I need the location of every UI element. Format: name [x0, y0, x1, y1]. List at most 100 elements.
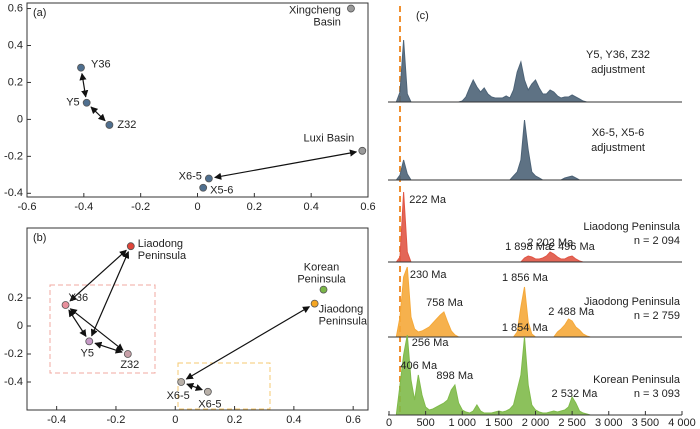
point-label: X6-5 — [198, 399, 221, 411]
point-label: Korean — [304, 262, 339, 274]
point — [319, 285, 328, 294]
peak-label: 758 Ma — [426, 297, 464, 309]
arrow — [214, 149, 358, 180]
x-tick-label: 1 500 — [485, 417, 513, 429]
point-label: Y5 — [81, 347, 94, 359]
x-tick-label: 0.4 — [304, 201, 319, 213]
x-tick-label: 1 000 — [448, 417, 476, 429]
y-tick-label: 0.4 — [8, 39, 23, 51]
point — [177, 378, 186, 386]
point-label: X6-5 — [167, 390, 190, 402]
point-label: Z32 — [120, 359, 139, 371]
y-tick-label: -0.4 — [4, 376, 23, 388]
arrow — [186, 382, 203, 391]
x-tick-label: 0.6 — [360, 201, 375, 213]
peak-label: 2 496 Ma — [549, 241, 596, 253]
point-label: Z32 — [117, 119, 136, 131]
x-tick-label: 2 500 — [558, 417, 586, 429]
point-label: Xingcheng — [289, 4, 341, 16]
y-tick-label: 0 — [17, 320, 23, 332]
x-tick-label: -0.2 — [106, 414, 125, 426]
point — [85, 337, 94, 346]
point — [105, 121, 114, 129]
y-tick-label: 0.2 — [8, 292, 23, 304]
peak-label: 406 Ma — [400, 360, 438, 372]
series-name: Jiaodong Peninsula — [584, 296, 681, 308]
x-tick-label: 0 — [194, 201, 200, 213]
x-tick-label: 0.2 — [227, 414, 242, 426]
x-tick-label: -0.4 — [47, 414, 66, 426]
point-label: Y36 — [91, 59, 111, 71]
y-tick-label: -0.2 — [4, 150, 23, 162]
sample-size: n = 2 094 — [634, 235, 680, 247]
point-label: Liaodong — [138, 238, 183, 250]
x-tick-label: -0.4 — [74, 201, 93, 213]
x-tick-label: 3 500 — [632, 417, 660, 429]
series-name: adjustment — [591, 142, 645, 154]
sample-size: n = 3 093 — [634, 388, 680, 400]
x-tick-label: 0 — [172, 414, 178, 426]
point-label: Peninsula — [319, 316, 368, 328]
density-area — [389, 334, 609, 416]
peak-label: 2 488 Ma — [548, 306, 595, 318]
point — [347, 4, 355, 13]
point — [204, 174, 213, 183]
group-box — [177, 362, 271, 410]
y-tick-label: -0.2 — [4, 348, 23, 360]
peak-label: 230 Ma — [410, 269, 448, 281]
arrow — [185, 306, 311, 380]
point-label: X6-5 — [179, 170, 202, 182]
y-tick-label: 0.6 — [8, 2, 23, 14]
point-label: Peninsula — [297, 274, 346, 286]
x-tick-label: 4 000 — [668, 417, 696, 429]
arrow — [79, 72, 89, 98]
density-area — [389, 119, 609, 181]
x-tick-label: 2 000 — [522, 417, 550, 429]
x-tick-label: 3 000 — [595, 417, 623, 429]
point-label: Luxi Basin — [304, 133, 355, 145]
y-tick-label: 0 — [17, 113, 23, 125]
y-tick-label: 0.2 — [8, 76, 23, 88]
peak-label: 222 Ma — [409, 194, 447, 206]
y-tick-label: -0.4 — [4, 187, 23, 199]
point-label: X5-6 — [210, 185, 233, 197]
panel-label: (c) — [416, 10, 429, 22]
peak-label: 1 854 Ma — [502, 322, 549, 334]
arrow — [90, 106, 106, 122]
x-tick-label: 0 — [386, 417, 392, 429]
point — [77, 63, 85, 72]
x-tick-label: 500 — [416, 417, 434, 429]
series-name: X6-5, X5-6 — [592, 127, 645, 139]
x-tick-label: -0.6 — [18, 201, 37, 213]
series-name: Liaodong Peninsula — [583, 221, 681, 233]
peak-label: 2 202 Ma — [527, 237, 574, 249]
series-name: Y5, Y36, Z32 — [586, 49, 650, 61]
panel-b-frame — [26, 227, 369, 411]
point-label: Y36 — [69, 292, 89, 304]
x-tick-label: 0.2 — [247, 201, 262, 213]
point-label: Jiaodong — [319, 304, 364, 316]
peak-label: 1 898 Ma — [505, 241, 552, 253]
point — [199, 183, 208, 192]
point — [358, 146, 367, 155]
point — [310, 299, 319, 308]
peak-label: 256 Ma — [412, 337, 450, 349]
series-name: Korean Peninsula — [593, 374, 681, 386]
point — [82, 98, 91, 107]
point — [123, 350, 132, 358]
peak-label: 898 Ma — [436, 370, 474, 382]
series-name: adjustment — [591, 64, 645, 76]
density-area — [389, 39, 609, 103]
point — [61, 301, 70, 309]
arrow — [94, 341, 123, 354]
point-label: Basin — [313, 16, 341, 28]
sample-size: n = 2 759 — [634, 310, 680, 322]
panel-label: (b) — [33, 232, 46, 244]
peak-label: 1 856 Ma — [502, 272, 549, 284]
peak-label: 2 532 Ma — [552, 388, 599, 400]
x-tick-label: -0.2 — [131, 201, 150, 213]
x-tick-label: 0.4 — [286, 414, 301, 426]
point-label: Y5 — [66, 97, 79, 109]
point-label: Peninsula — [138, 250, 187, 262]
